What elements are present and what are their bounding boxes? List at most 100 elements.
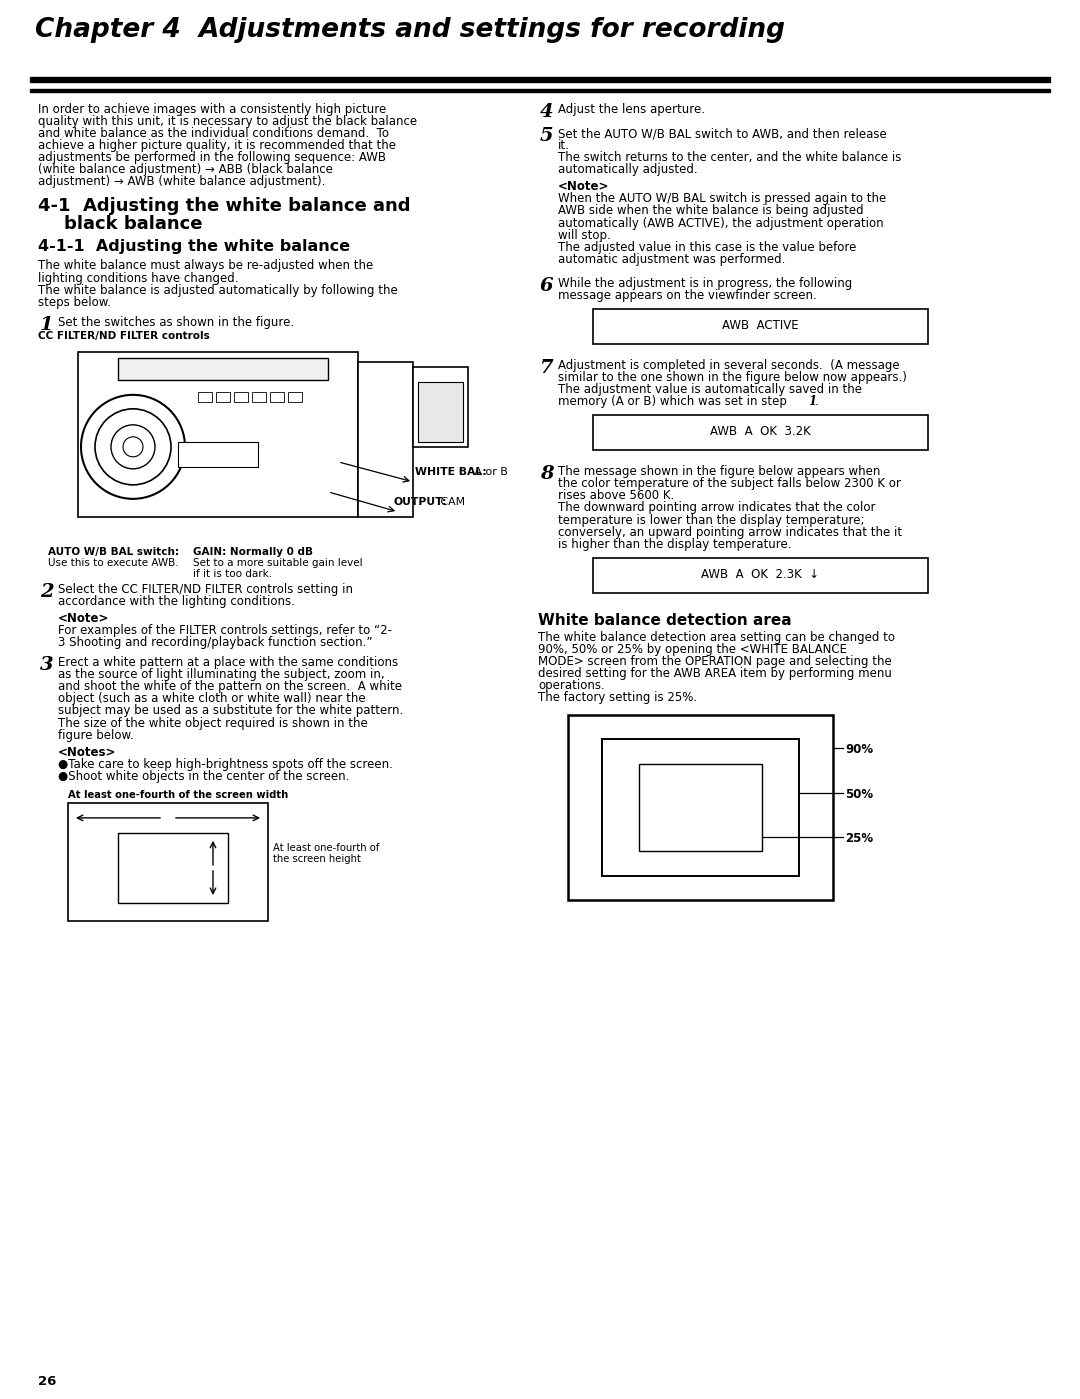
Bar (288, 392, 302, 402)
Bar (234, 392, 248, 402)
Text: Adjust the lens aperture.: Adjust the lens aperture. (558, 104, 705, 116)
Text: Use this to execute AWB.: Use this to execute AWB. (48, 558, 178, 568)
Text: desired setting for the AWB AREA item by performing menu: desired setting for the AWB AREA item by… (538, 667, 892, 680)
Text: White balance detection area: White balance detection area (538, 613, 792, 628)
Text: figure below.: figure below. (58, 729, 134, 741)
Text: The white balance must always be re-adjusted when the: The white balance must always be re-adju… (38, 259, 374, 273)
Text: ●Take care to keep high-brightness spots off the screen.: ●Take care to keep high-brightness spots… (58, 758, 393, 771)
Text: 4: 4 (540, 104, 554, 120)
Text: and white balance as the individual conditions demand.  To: and white balance as the individual cond… (38, 127, 389, 140)
Text: The size of the white object required is shown in the: The size of the white object required is… (58, 716, 368, 729)
Text: 2: 2 (40, 583, 54, 600)
Bar (413, 367, 468, 446)
Bar (30, 90, 1050, 92)
Text: The downward pointing arrow indicates that the color: The downward pointing arrow indicates th… (558, 501, 876, 515)
Bar (418, 382, 463, 442)
Bar (216, 392, 230, 402)
Text: The switch returns to the center, and the white balance is: The switch returns to the center, and th… (558, 151, 902, 164)
Text: 4-1-1  Adjusting the white balance: 4-1-1 Adjusting the white balance (38, 239, 350, 255)
Text: AWB  ACTIVE: AWB ACTIVE (723, 319, 799, 332)
Text: The adjustment value is automatically saved in the: The adjustment value is automatically sa… (558, 383, 862, 396)
Bar (568, 715, 833, 900)
Text: The white balance is adjusted automatically by following the: The white balance is adjusted automatica… (38, 284, 397, 297)
Text: The white balance detection area setting can be changed to: The white balance detection area setting… (538, 631, 895, 644)
Text: rises above 5600 K.: rises above 5600 K. (558, 490, 674, 502)
Bar (639, 764, 762, 851)
Bar (593, 558, 928, 593)
Text: memory (A or B) which was set in step: memory (A or B) which was set in step (558, 395, 787, 409)
Text: 1: 1 (40, 316, 54, 334)
Text: For examples of the FILTER controls settings, refer to “2-: For examples of the FILTER controls sett… (58, 624, 392, 637)
Text: WHITE BAL:: WHITE BAL: (415, 467, 487, 477)
Text: <Notes>: <Notes> (58, 746, 117, 758)
Text: When the AUTO W/B BAL switch is pressed again to the: When the AUTO W/B BAL switch is pressed … (558, 193, 887, 206)
Text: message appears on the viewfinder screen.: message appears on the viewfinder screen… (558, 290, 816, 302)
Text: as the source of light illuminating the subject, zoom in,: as the source of light illuminating the … (58, 669, 384, 681)
Text: AWB  A  OK  3.2K: AWB A OK 3.2K (711, 425, 811, 438)
Text: 8: 8 (540, 466, 554, 483)
Text: lighting conditions have changed.: lighting conditions have changed. (38, 271, 239, 284)
Bar (270, 392, 284, 402)
Text: Set to a more suitable gain level: Set to a more suitable gain level (193, 558, 363, 568)
Text: 4-1  Adjusting the white balance and: 4-1 Adjusting the white balance and (38, 197, 410, 215)
Text: The message shown in the figure below appears when: The message shown in the figure below ap… (558, 466, 880, 478)
Text: conversely, an upward pointing arrow indicates that the it: conversely, an upward pointing arrow ind… (558, 526, 902, 539)
Text: 90%, 50% or 25% by opening the <WHITE BALANCE: 90%, 50% or 25% by opening the <WHITE BA… (538, 642, 847, 656)
Bar (252, 392, 266, 402)
Text: <Note>: <Note> (58, 611, 109, 625)
Text: Chapter 4  Adjustments and settings for recording: Chapter 4 Adjustments and settings for r… (35, 17, 785, 43)
Text: quality with this unit, it is necessary to adjust the black balance: quality with this unit, it is necessary … (38, 115, 417, 129)
Bar (30, 77, 1050, 83)
Text: (white balance adjustment) → ABB (black balance: (white balance adjustment) → ABB (black … (38, 164, 333, 176)
Text: In order to achieve images with a consistently high picture: In order to achieve images with a consis… (38, 104, 387, 116)
Text: The factory setting is 25%.: The factory setting is 25%. (538, 691, 697, 704)
Text: 1: 1 (808, 395, 816, 409)
Text: GAIN: Normally 0 dB: GAIN: Normally 0 dB (193, 547, 313, 557)
Text: Erect a white pattern at a place with the same conditions: Erect a white pattern at a place with th… (58, 656, 399, 669)
Text: similar to the one shown in the figure below now appears.): similar to the one shown in the figure b… (558, 371, 907, 385)
Bar (68, 803, 268, 921)
Text: achieve a higher picture quality, it is recommended that the: achieve a higher picture quality, it is … (38, 140, 396, 152)
Text: 3 Shooting and recording/playback function section.”: 3 Shooting and recording/playback functi… (58, 637, 373, 649)
Text: will stop.: will stop. (558, 228, 611, 242)
Text: the color temperature of the subject falls below 2300 K or: the color temperature of the subject fal… (558, 477, 901, 490)
Text: CAM: CAM (437, 497, 465, 506)
Bar (593, 309, 928, 344)
Text: 50%: 50% (845, 788, 873, 800)
Text: temperature is lower than the display temperature;: temperature is lower than the display te… (558, 513, 864, 526)
Text: adjustment) → AWB (white balance adjustment).: adjustment) → AWB (white balance adjustm… (38, 175, 325, 189)
Text: operations.: operations. (538, 679, 605, 693)
Bar (198, 392, 212, 402)
Text: the screen height: the screen height (273, 853, 361, 865)
Text: if it is too dark.: if it is too dark. (193, 569, 272, 579)
Text: 7: 7 (540, 360, 554, 376)
Text: subject may be used as a substitute for the white pattern.: subject may be used as a substitute for … (58, 705, 403, 718)
Text: black balance: black balance (64, 215, 203, 234)
Text: At least one-fourth of: At least one-fourth of (273, 842, 379, 853)
Bar (118, 358, 328, 381)
Text: OUTPUT:: OUTPUT: (393, 497, 446, 506)
Text: is higher than the display temperature.: is higher than the display temperature. (558, 537, 792, 551)
Text: 6: 6 (540, 277, 554, 295)
Text: it.: it. (558, 139, 570, 152)
Text: 25%: 25% (845, 832, 873, 845)
Text: Set the switches as shown in the figure.: Set the switches as shown in the figure. (58, 316, 294, 329)
Text: automatically (AWB ACTIVE), the adjustment operation: automatically (AWB ACTIVE), the adjustme… (558, 217, 883, 229)
Text: .: . (815, 395, 819, 409)
Text: automatically adjusted.: automatically adjusted. (558, 164, 698, 176)
Bar (178, 442, 258, 467)
Text: While the adjustment is in progress, the following: While the adjustment is in progress, the… (558, 277, 852, 290)
Bar (78, 351, 357, 516)
Bar (118, 832, 228, 902)
Text: 5: 5 (540, 127, 554, 145)
Text: adjustments be performed in the following sequence: AWB: adjustments be performed in the followin… (38, 151, 386, 164)
Text: Select the CC FILTER/ND FILTER controls setting in: Select the CC FILTER/ND FILTER controls … (58, 583, 353, 596)
Text: automatic adjustment was performed.: automatic adjustment was performed. (558, 253, 785, 266)
Text: AUTO W/B BAL switch:: AUTO W/B BAL switch: (48, 547, 179, 557)
Text: 26: 26 (38, 1375, 56, 1388)
Text: object (such as a white cloth or white wall) near the: object (such as a white cloth or white w… (58, 693, 366, 705)
Text: ●Shoot white objects in the center of the screen.: ●Shoot white objects in the center of th… (58, 769, 349, 783)
Text: 90%: 90% (845, 743, 873, 757)
Text: Set the AUTO W/B BAL switch to AWB, and then release: Set the AUTO W/B BAL switch to AWB, and … (558, 127, 887, 140)
Text: 3: 3 (40, 656, 54, 674)
